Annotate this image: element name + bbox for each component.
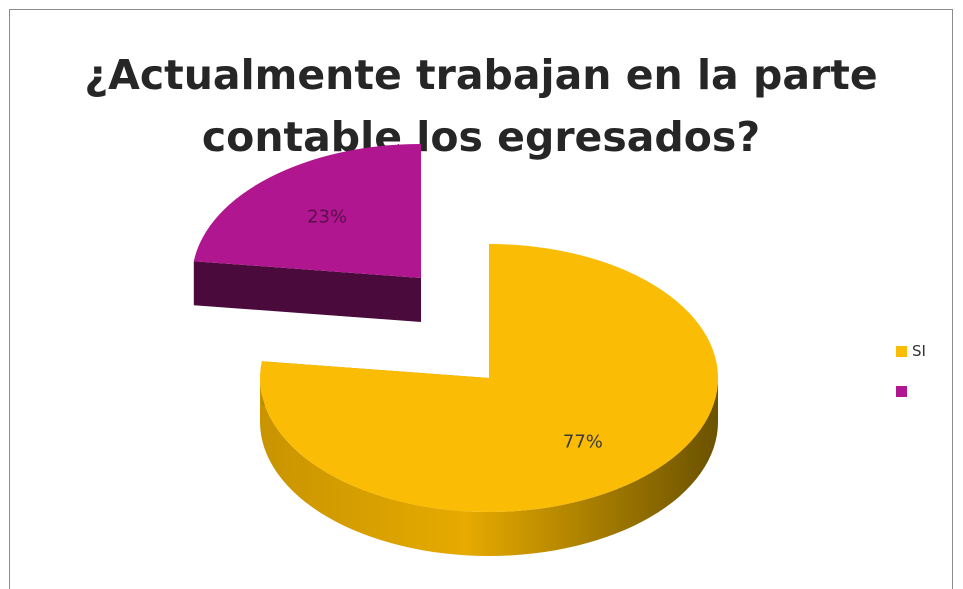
legend-swatch-si (896, 345, 907, 357)
chart-title-line-2: contable los egresados? (201, 113, 761, 161)
pie-slice-side (260, 378, 718, 556)
pie-slice-label: 77% (563, 431, 603, 452)
pie-slice-top (260, 244, 718, 512)
legend-item-other (896, 380, 926, 402)
legend-swatch-other (896, 385, 907, 397)
pie-slice-wall (193, 261, 421, 322)
pie-slice-other (193, 144, 421, 322)
pie-slice-label: 23% (307, 207, 347, 228)
chart-title-line-1: ¿Actualmente trabajan en la parte (84, 51, 878, 99)
pie-slice-top (193, 144, 421, 278)
legend-label-si: SI (912, 342, 926, 360)
chart-title: ¿Actualmente trabajan en la parte contab… (10, 44, 952, 168)
pie-slice-si (260, 244, 718, 556)
chart-legend: SI (896, 340, 926, 420)
legend-item-si: SI (896, 340, 926, 362)
